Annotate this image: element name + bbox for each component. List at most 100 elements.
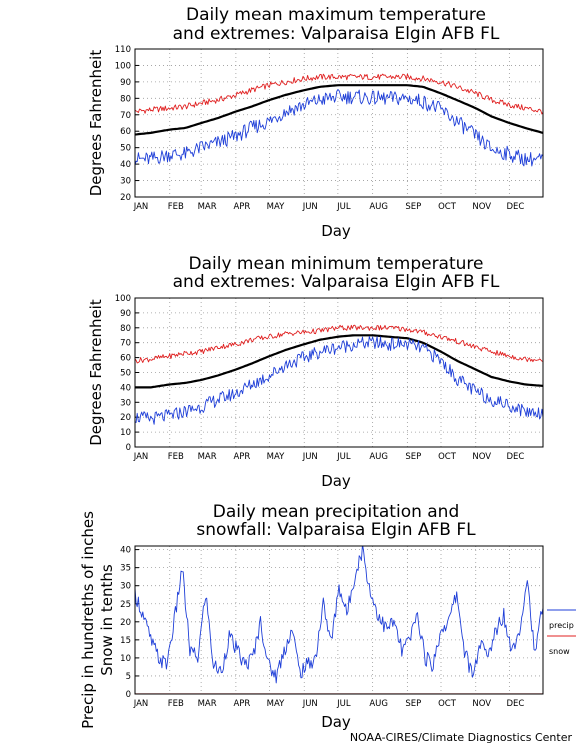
y-tick-label: 70 <box>120 111 131 121</box>
y-axis-label-2: Snow in tenths <box>98 564 116 676</box>
y-axis-label: Precip in hundreths of inches <box>79 511 97 729</box>
x-tick-label: NOV <box>472 452 491 462</box>
y-tick-label: 80 <box>120 94 131 104</box>
x-tick-label: JUN <box>302 699 318 709</box>
y-tick-label: 50 <box>120 144 131 154</box>
plot-frame <box>134 297 544 448</box>
x-tick-label: MAY <box>267 202 285 212</box>
y-tick-label: 20 <box>120 193 131 203</box>
series-group <box>135 546 543 694</box>
x-tick-label: MAR <box>198 202 217 212</box>
y-tick-label: 80 <box>120 324 131 334</box>
legend-label-snow: snow <box>549 647 570 656</box>
y-tick-label: 25 <box>120 600 131 610</box>
x-tick-label: FEB <box>168 699 184 709</box>
y-tick-label: 40 <box>120 160 131 170</box>
y-tick-label: 35 <box>120 564 131 574</box>
x-tick-label: JUL <box>336 699 351 709</box>
y-tick-label: 30 <box>120 582 131 592</box>
y-tick-label: 0 <box>126 690 131 700</box>
y-tick-label: 0 <box>126 443 131 453</box>
legend-label-precip: precip <box>549 621 574 630</box>
y-tick-label: 100 <box>115 294 131 304</box>
series-upper-line <box>135 324 543 364</box>
x-tick-label: DEC <box>506 699 524 709</box>
chart-title: Daily mean precipitation and <box>213 502 460 522</box>
y-tick-label: 90 <box>120 78 131 88</box>
y-tick-label: 10 <box>120 428 131 438</box>
y-tick-label: 50 <box>120 369 131 379</box>
chart-title: Daily mean minimum temperature <box>189 254 484 274</box>
x-tick-label: JAN <box>133 202 149 212</box>
x-tick-label: MAY <box>267 452 285 462</box>
x-tick-label: OCT <box>438 202 457 212</box>
grid-lines <box>135 49 543 197</box>
x-tick-label: AUG <box>369 699 388 709</box>
x-axis-label: Day <box>321 222 351 240</box>
x-tick-label: APR <box>233 699 250 709</box>
chart-title: Daily mean maximum temperature <box>186 5 486 25</box>
plot-frame <box>134 48 544 198</box>
x-tick-label: DEC <box>506 202 524 212</box>
y-tick-label: 30 <box>120 177 131 187</box>
y-tick-label: 40 <box>120 383 131 393</box>
x-tick-label: NOV <box>472 202 491 212</box>
series-lower-line <box>135 89 543 167</box>
x-tick-label: JAN <box>133 699 149 709</box>
x-tick-label: JAN <box>133 452 149 462</box>
series-lower-line <box>135 546 543 684</box>
x-tick-label: APR <box>233 202 250 212</box>
x-tick-label: JUN <box>302 202 318 212</box>
series-group <box>135 73 543 167</box>
x-tick-label: MAR <box>198 452 217 462</box>
y-tick-label: 15 <box>120 636 131 646</box>
x-tick-label: SEP <box>405 699 421 709</box>
y-tick-label: 40 <box>120 546 131 556</box>
y-axis-label: Degrees Fahrenheit <box>87 299 105 446</box>
x-tick-label: APR <box>233 452 250 462</box>
y-tick-label: 60 <box>120 354 131 364</box>
series-group <box>135 324 543 425</box>
y-tick-label: 5 <box>126 672 131 682</box>
x-axis-label: Day <box>321 713 351 731</box>
y-tick-label: 70 <box>120 339 131 349</box>
y-tick-label: 10 <box>120 654 131 664</box>
series-mean-line <box>135 334 543 389</box>
y-tick-label: 100 <box>115 61 131 71</box>
x-axis-label: Day <box>321 472 351 490</box>
y-tick-label: 20 <box>120 618 131 628</box>
x-tick-label: DEC <box>506 452 524 462</box>
chart-subtitle: and extremes: Valparaisa Elgin AFB FL <box>173 24 500 44</box>
series-lower-line <box>135 336 543 425</box>
y-tick-label: 60 <box>120 127 131 137</box>
x-tick-label: JUL <box>336 452 351 462</box>
x-tick-label: OCT <box>438 699 457 709</box>
chart-subtitle: snowfall: Valparaisa Elgin AFB FL <box>196 520 476 540</box>
chart-subtitle: and extremes: Valparaisa Elgin AFB FL <box>173 272 500 292</box>
y-tick-label: 90 <box>120 309 131 319</box>
credit-text: NOAA-CIRES/Climate Diagnostics Center <box>350 731 573 744</box>
y-tick-label: 110 <box>115 45 131 55</box>
grid-lines <box>135 298 543 447</box>
x-tick-label: AUG <box>369 202 388 212</box>
x-tick-label: JUL <box>336 202 351 212</box>
x-tick-label: OCT <box>438 452 457 462</box>
y-axis-label: Degrees Fahrenheit <box>87 50 105 197</box>
x-tick-label: JUN <box>302 452 318 462</box>
x-tick-label: MAR <box>198 699 217 709</box>
x-tick-label: NOV <box>472 699 491 709</box>
series-mean-line <box>135 84 543 136</box>
series-upper-line <box>135 73 543 115</box>
x-tick-label: MAY <box>267 699 285 709</box>
legend: precip snow <box>547 609 576 656</box>
x-tick-label: SEP <box>405 202 421 212</box>
x-tick-label: FEB <box>168 202 184 212</box>
x-tick-label: FEB <box>168 452 184 462</box>
x-tick-label: AUG <box>369 452 388 462</box>
y-tick-label: 30 <box>120 398 131 408</box>
plot-frame <box>134 545 544 695</box>
